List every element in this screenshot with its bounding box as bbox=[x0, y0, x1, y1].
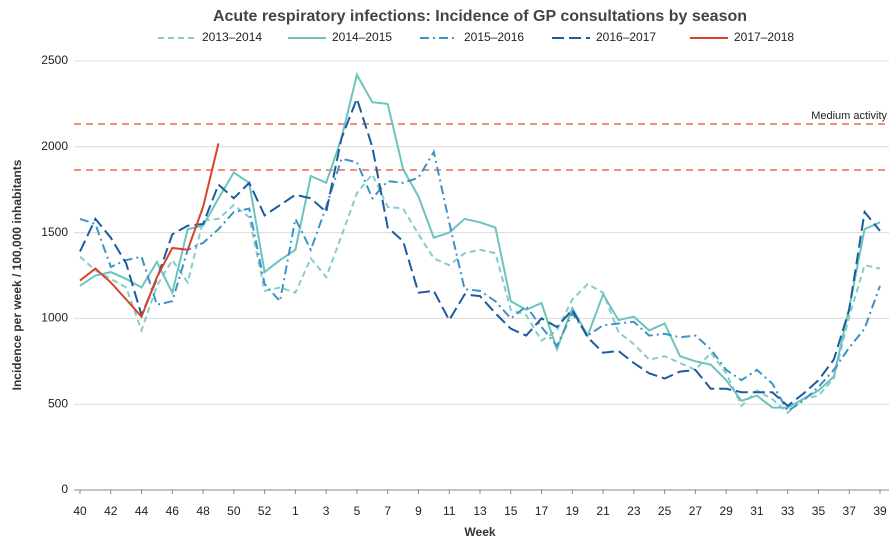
x-tick-label: 25 bbox=[658, 504, 672, 518]
x-tick-label: 1 bbox=[292, 504, 299, 518]
x-tick-label: 50 bbox=[227, 504, 241, 518]
x-tick-label: 3 bbox=[323, 504, 330, 518]
legend-label: 2015–2016 bbox=[464, 30, 524, 44]
legend-label: 2017–2018 bbox=[734, 30, 794, 44]
y-tick-label: 2000 bbox=[41, 139, 68, 153]
x-tick-label: 46 bbox=[166, 504, 180, 518]
x-tick-label: 33 bbox=[781, 504, 795, 518]
x-tick-label: 52 bbox=[258, 504, 272, 518]
y-tick-label: 500 bbox=[48, 396, 68, 410]
x-tick-label: 35 bbox=[812, 504, 826, 518]
reference-label: Medium activity bbox=[811, 110, 887, 122]
series-line bbox=[79, 143, 220, 319]
series-line bbox=[79, 149, 881, 413]
x-tick-label: 7 bbox=[384, 504, 391, 518]
x-tick-label: 13 bbox=[473, 504, 487, 518]
x-tick-label: 23 bbox=[627, 504, 641, 518]
legend-label: 2016–2017 bbox=[596, 30, 656, 44]
x-tick-label: 11 bbox=[443, 504, 456, 518]
x-tick-label: 39 bbox=[873, 504, 887, 518]
chart-title: Acute respiratory infections: Incidence … bbox=[213, 8, 747, 25]
series-line bbox=[79, 71, 881, 409]
series-line bbox=[79, 95, 881, 408]
y-tick-label: 1000 bbox=[41, 311, 68, 325]
x-tick-label: 31 bbox=[750, 504, 764, 518]
x-tick-label: 37 bbox=[843, 504, 857, 518]
y-tick-label: 0 bbox=[61, 482, 68, 496]
x-tick-label: 15 bbox=[504, 504, 518, 518]
x-tick-label: 19 bbox=[566, 504, 580, 518]
y-tick-label: 2500 bbox=[41, 53, 68, 67]
x-tick-label: 42 bbox=[104, 504, 118, 518]
x-tick-label: 48 bbox=[196, 504, 210, 518]
x-tick-label: 40 bbox=[73, 504, 87, 518]
series-line bbox=[79, 172, 881, 415]
x-tick-label: 5 bbox=[354, 504, 361, 518]
y-tick-label: 1500 bbox=[41, 225, 68, 239]
legend-label: 2014–2015 bbox=[332, 30, 392, 44]
x-tick-label: 9 bbox=[415, 504, 422, 518]
legend-label: 2013–2014 bbox=[202, 30, 262, 44]
x-tick-label: 17 bbox=[535, 504, 549, 518]
x-tick-label: 27 bbox=[689, 504, 703, 518]
x-tick-label: 29 bbox=[719, 504, 733, 518]
x-tick-label: 44 bbox=[135, 504, 149, 518]
x-axis-title: Week bbox=[464, 525, 495, 539]
y-axis-title: Incidence per week / 100,000 inhabitants bbox=[10, 159, 24, 390]
x-tick-label: 21 bbox=[596, 504, 610, 518]
